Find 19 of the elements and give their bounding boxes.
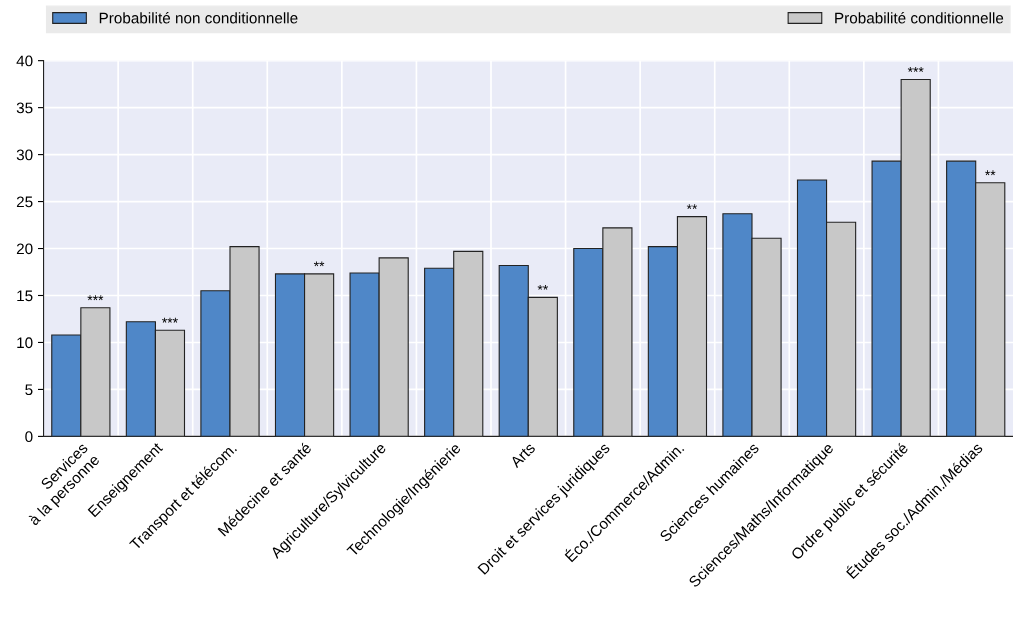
annotation: ** xyxy=(985,170,996,176)
annotation: ** xyxy=(686,204,698,210)
y-tick-label: 10 xyxy=(17,337,33,349)
annotation: *** xyxy=(162,317,178,323)
annotation: ** xyxy=(537,284,549,290)
annotation: ** xyxy=(313,261,325,267)
annotation: *** xyxy=(87,295,104,301)
y-tick-label: 20 xyxy=(16,243,33,255)
legend-label: Probabilité non conditionnelle xyxy=(99,12,298,24)
y-tick-label: 5 xyxy=(25,384,33,396)
y-tick-label: 35 xyxy=(16,102,33,114)
x-tick-label: Arts xyxy=(509,442,536,469)
y-tick-label: 40 xyxy=(16,55,33,67)
y-tick-label: 25 xyxy=(16,196,33,208)
y-tick-label: 0 xyxy=(25,431,33,443)
y-tick-label: 30 xyxy=(16,149,33,161)
annotation: *** xyxy=(907,67,924,72)
y-tick-label: 15 xyxy=(17,290,33,302)
legend-label: Probabilité conditionnelle xyxy=(835,12,1004,24)
